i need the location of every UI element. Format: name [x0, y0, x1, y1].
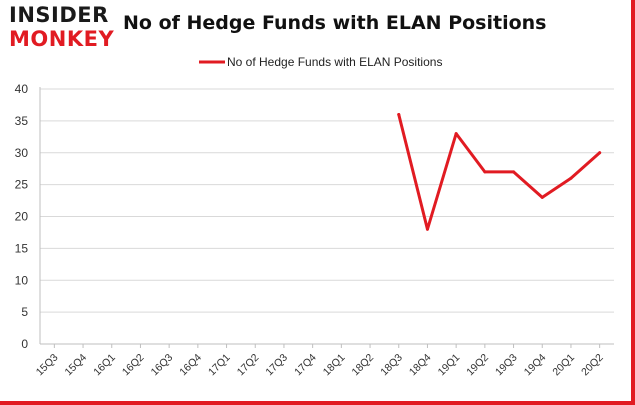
- x-tick-label: 15Q3: [34, 352, 61, 379]
- y-tick-label: 15: [15, 241, 29, 255]
- grid-lines: [40, 88, 614, 313]
- x-tick-label: 17Q3: [263, 352, 290, 379]
- data-point: [569, 176, 573, 180]
- axes: [39, 87, 614, 348]
- data-point: [397, 113, 401, 116]
- legend-label: No of Hedge Funds with ELAN Positions: [227, 55, 442, 69]
- insider-monkey-logo: INSIDER MONKEY: [9, 5, 117, 53]
- logo-line-1: INSIDER: [9, 3, 109, 27]
- x-tick-label: 19Q1: [436, 352, 463, 379]
- x-tick-label: 17Q1: [206, 352, 233, 379]
- x-tick-label: 16Q2: [120, 352, 147, 379]
- x-tick-label: 15Q4: [63, 352, 90, 379]
- y-tick-label: 20: [15, 210, 29, 224]
- series-layer: [397, 113, 602, 231]
- data-point: [483, 170, 487, 174]
- x-tick-label: 18Q1: [321, 352, 348, 379]
- y-tick-label: 5: [21, 305, 28, 319]
- data-point: [512, 170, 516, 174]
- y-tick-label: 30: [15, 146, 29, 160]
- x-tick-label: 18Q4: [407, 352, 434, 379]
- x-tick-labels: 15Q3 15Q4 16Q1 16Q2 16Q3 16Q4 17Q1 17Q2 17Q3 17Q4…: [34, 352, 606, 379]
- data-point: [540, 195, 544, 199]
- x-tick-label: 16Q3: [149, 352, 176, 379]
- x-tick-label: 20Q2: [579, 352, 606, 379]
- y-tick-labels: 0 5 10 15 20 25 30 35 40: [15, 82, 29, 351]
- x-tick-label: 18Q3: [378, 352, 405, 379]
- data-point: [598, 151, 602, 155]
- x-tick-label: 17Q2: [235, 352, 262, 379]
- data-point: [425, 227, 429, 231]
- logo-line-2: MONKEY: [9, 27, 115, 51]
- legend: No of Hedge Funds with ELAN Positions: [199, 55, 442, 69]
- y-tick-label: 10: [15, 273, 29, 287]
- data-point: [454, 132, 458, 136]
- x-tick-label: 20Q1: [550, 352, 577, 379]
- x-tick-label: 16Q1: [91, 352, 118, 379]
- x-tick-label: 19Q4: [522, 352, 549, 379]
- chart-title: No of Hedge Funds with ELAN Positions: [123, 12, 547, 34]
- series-line-0: [397, 113, 602, 231]
- x-tick-label: 19Q2: [464, 352, 491, 379]
- y-tick-label: 0: [21, 337, 28, 351]
- x-tick-label: 18Q2: [350, 352, 377, 379]
- x-tick-label: 17Q4: [292, 352, 319, 379]
- x-tick-label: 19Q3: [493, 352, 520, 379]
- y-tick-label: 35: [15, 114, 29, 128]
- y-tick-label: 40: [15, 82, 29, 96]
- y-tick-label: 25: [15, 178, 29, 192]
- x-tick-label: 16Q4: [177, 352, 204, 379]
